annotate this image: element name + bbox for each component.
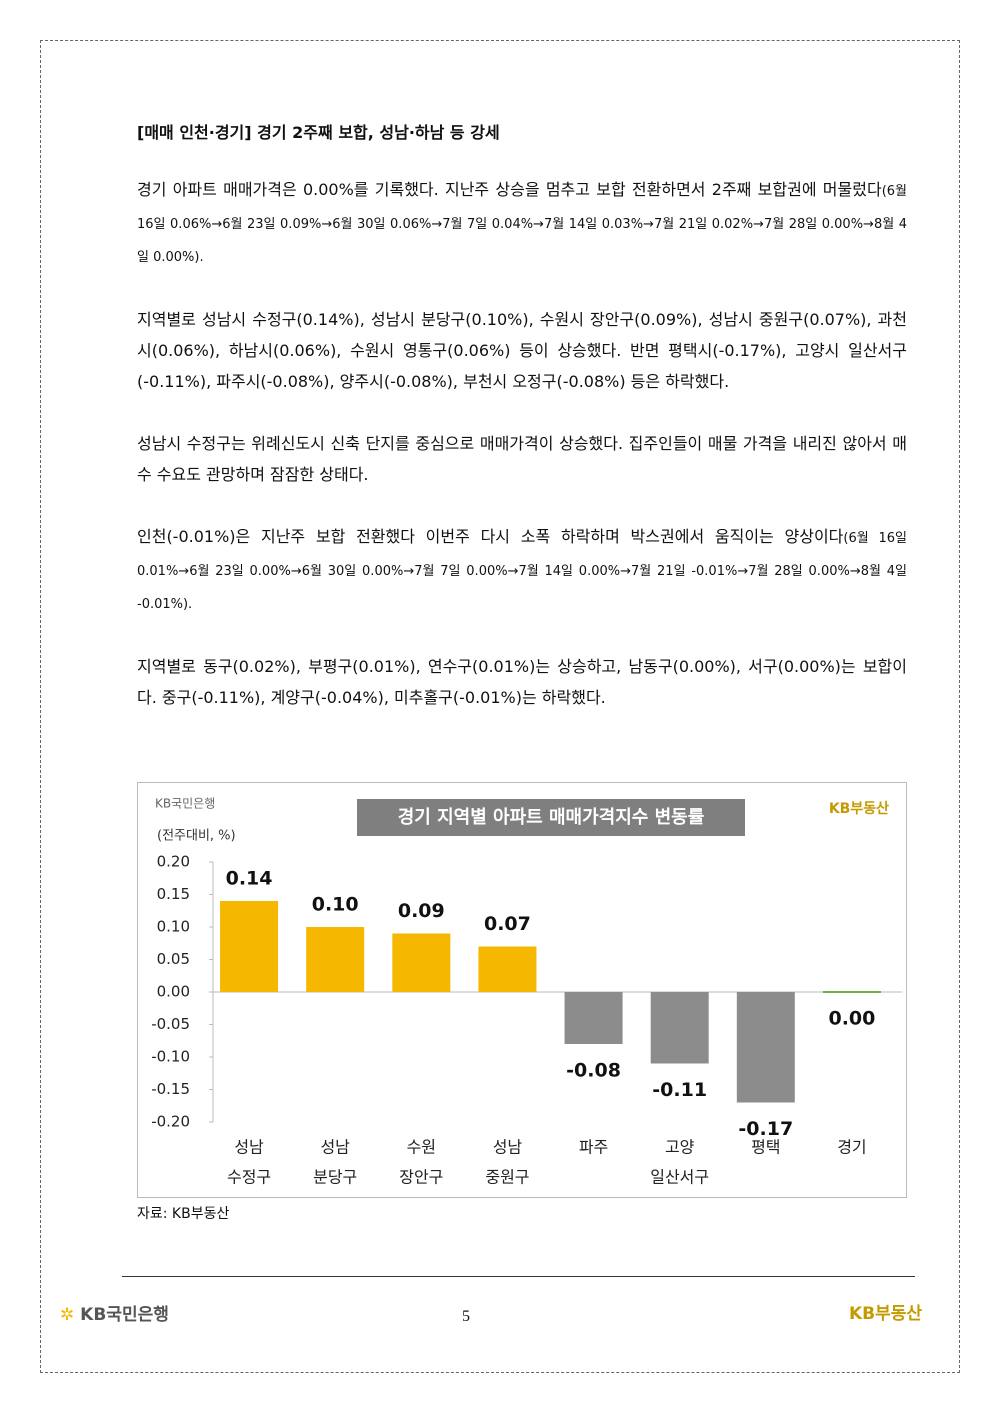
bar xyxy=(650,992,709,1064)
y-tick-label: 0.10 xyxy=(157,918,190,936)
chart-logo-left: KB국민은행 xyxy=(155,796,215,811)
page-number: 5 xyxy=(462,1308,470,1325)
bar xyxy=(392,933,451,992)
chart-logo-right: KB부동산 xyxy=(829,800,889,817)
chart: KB국민은행 KB부동산 경기 지역별 아파트 매매가격지수 변동률 (전주대비… xyxy=(137,782,907,1198)
paragraph-note: (6월 16일 0.01%→6월 23일 0.00%→6월 30일 0.00%→… xyxy=(137,531,907,612)
bar xyxy=(822,991,881,993)
article: [매매 인천·경기] 경기 2주째 보합, 성남·하남 등 강세 경기 아파트 … xyxy=(137,118,907,744)
value-label: -0.17 xyxy=(738,1118,793,1140)
footer-brand: KB부동산 xyxy=(848,1304,922,1324)
chart-title-box xyxy=(357,799,745,836)
x-tick-label: 수원 xyxy=(407,1138,436,1157)
footer-bank: ✲ KB국민은행 xyxy=(60,1305,169,1325)
bar xyxy=(306,927,365,992)
x-tick-label: 중원구 xyxy=(485,1168,529,1187)
x-tick-label: 성남 xyxy=(320,1138,350,1157)
value-label: 0.14 xyxy=(226,868,273,890)
x-tick-label: 평택 xyxy=(751,1138,780,1157)
x-tick-label: 일산서구 xyxy=(650,1168,709,1187)
y-tick-label: 0.20 xyxy=(157,853,190,871)
x-tick-label: 성남 xyxy=(493,1138,523,1157)
chart-title: 경기 지역별 아파트 매매가격지수 변동률 xyxy=(398,807,705,828)
y-tick-label: -0.10 xyxy=(151,1048,190,1066)
paragraph-text: 지역별로 성남시 수정구(0.14%), 성남시 분당구(0.10%), 수원시… xyxy=(137,310,907,391)
x-tick-label: 경기 xyxy=(837,1138,866,1157)
paragraph: 경기 아파트 매매가격은 0.00%를 기록했다. 지난주 상승을 멈추고 보합… xyxy=(137,174,907,273)
value-label: -0.08 xyxy=(566,1060,621,1082)
footer-rule xyxy=(122,1276,915,1277)
paragraph-text: 경기 아파트 매매가격은 0.00%를 기록했다. 지난주 상승을 멈추고 보합… xyxy=(137,180,882,199)
paragraph-text: 인천(-0.01%)은 지난주 보합 전환했다 이번주 다시 소폭 하락하며 박… xyxy=(137,527,844,546)
x-tick-label: 성남 xyxy=(234,1138,264,1157)
x-tick-label: 고양 xyxy=(665,1138,695,1157)
value-label: -0.11 xyxy=(652,1079,707,1101)
y-tick-label: -0.05 xyxy=(151,1015,190,1033)
bar xyxy=(478,946,537,992)
value-label: 0.00 xyxy=(828,1008,875,1030)
paragraph: 지역별로 성남시 수정구(0.14%), 성남시 분당구(0.10%), 수원시… xyxy=(137,304,907,397)
y-tick-label: 0.00 xyxy=(157,983,190,1001)
value-label: 0.09 xyxy=(398,900,445,922)
paragraph-note: (6월 16일 0.06%→6월 23일 0.09%→6월 30일 0.06%→… xyxy=(137,184,907,265)
footer-bank-text: KB국민은행 xyxy=(80,1305,169,1325)
y-tick-label: -0.15 xyxy=(151,1080,190,1098)
bar xyxy=(736,992,795,1103)
paragraph: 성남시 수정구는 위례신도시 신축 단지를 중심으로 매매가격이 상승했다. 집… xyxy=(137,428,907,490)
paragraph-text: 성남시 수정구는 위례신도시 신축 단지를 중심으로 매매가격이 상승했다. 집… xyxy=(137,434,907,484)
value-label: 0.07 xyxy=(484,913,531,935)
y-axis-label: (전주대비, %) xyxy=(157,829,236,844)
paragraph-text: 지역별로 동구(0.02%), 부평구(0.01%), 연수구(0.01%)는 … xyxy=(137,657,907,707)
source: 자료: KB부동산 xyxy=(137,1206,230,1222)
paragraph: 인천(-0.01%)은 지난주 보합 전환했다 이번주 다시 소폭 하락하며 박… xyxy=(137,521,907,620)
x-tick-label: 장안구 xyxy=(399,1168,443,1187)
y-tick-label: 0.15 xyxy=(157,885,190,903)
page-frame xyxy=(40,40,960,1373)
value-label: 0.10 xyxy=(312,894,359,916)
heading: [매매 인천·경기] 경기 2주째 보합, 성남·하남 등 강세 xyxy=(137,123,500,142)
bar xyxy=(220,901,279,992)
x-tick-label: 수정구 xyxy=(227,1168,271,1187)
y-tick-label: 0.05 xyxy=(157,950,190,968)
paragraph: 지역별로 동구(0.02%), 부평구(0.01%), 연수구(0.01%)는 … xyxy=(137,651,907,713)
x-tick-label: 파주 xyxy=(579,1138,608,1157)
x-tick-label: 분당구 xyxy=(313,1168,357,1187)
y-tick-label: -0.20 xyxy=(151,1113,190,1131)
bar xyxy=(564,992,623,1044)
